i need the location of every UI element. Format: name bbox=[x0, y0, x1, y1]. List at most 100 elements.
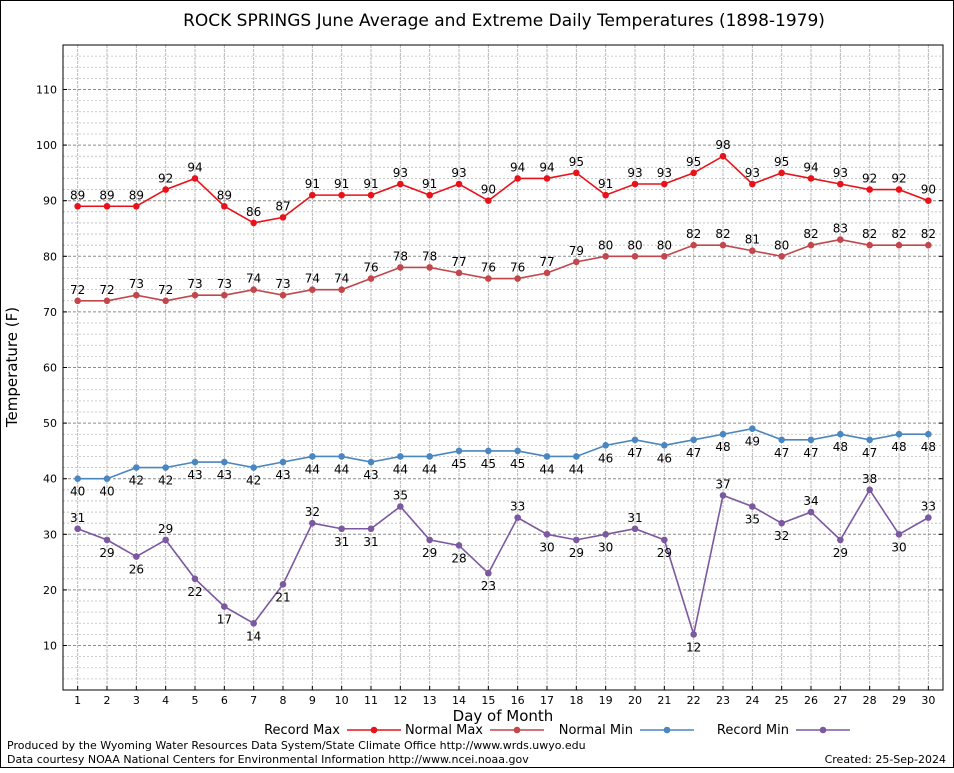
data-label: 43 bbox=[217, 468, 232, 482]
data-label: 29 bbox=[657, 546, 672, 560]
data-label: 46 bbox=[657, 451, 672, 465]
data-point bbox=[778, 519, 785, 527]
data-label: 35 bbox=[393, 489, 408, 503]
data-label: 14 bbox=[246, 629, 261, 643]
data-label: 95 bbox=[686, 155, 701, 169]
data-label: 93 bbox=[745, 166, 760, 180]
data-label: 31 bbox=[627, 511, 642, 525]
x-tick-label: 13 bbox=[423, 694, 437, 707]
data-point bbox=[602, 191, 609, 199]
x-tick-label: 6 bbox=[221, 694, 228, 707]
legend: Record Max Normal Max Normal Min Record Min bbox=[264, 723, 850, 738]
data-label: 43 bbox=[275, 468, 290, 482]
data-point bbox=[719, 152, 727, 160]
data-label: 73 bbox=[129, 277, 144, 291]
data-point bbox=[103, 202, 111, 210]
data-label: 81 bbox=[745, 233, 760, 247]
data-point bbox=[250, 464, 257, 471]
data-point bbox=[309, 286, 316, 293]
data-point bbox=[778, 436, 785, 444]
data-point bbox=[837, 180, 844, 188]
y-axis-ticks: 10 20 30 40 50 60 70 80 90 100 110 bbox=[36, 83, 943, 653]
data-point bbox=[837, 536, 844, 544]
data-label: 47 bbox=[803, 446, 818, 460]
data-label: 90 bbox=[921, 183, 936, 197]
data-point bbox=[543, 269, 551, 277]
series-record-min: 31 29 26 29 22 17 14 21 32 31 31 35 29 28 23 33 30 29 30 31… bbox=[70, 472, 936, 655]
data-label: 82 bbox=[921, 227, 936, 241]
x-tick-label: 29 bbox=[892, 694, 906, 707]
data-label: 44 bbox=[305, 462, 320, 476]
data-point bbox=[338, 453, 345, 460]
data-point bbox=[543, 453, 551, 460]
y-tick-label: 90 bbox=[43, 195, 57, 208]
data-point bbox=[279, 458, 287, 466]
data-label: 80 bbox=[657, 238, 672, 252]
data-label: 76 bbox=[363, 261, 378, 275]
data-point bbox=[133, 553, 140, 560]
data-label: 44 bbox=[334, 462, 349, 476]
data-label: 32 bbox=[774, 529, 789, 543]
data-label: 47 bbox=[862, 446, 877, 460]
series-line bbox=[77, 155, 929, 224]
data-point bbox=[661, 442, 668, 449]
data-point bbox=[925, 241, 932, 249]
data-label: 32 bbox=[305, 505, 320, 519]
data-label: 43 bbox=[363, 468, 378, 482]
data-label: 94 bbox=[539, 160, 554, 174]
x-tick-label: 25 bbox=[775, 694, 789, 707]
data-point bbox=[426, 453, 433, 460]
data-point bbox=[631, 180, 639, 188]
data-label: 94 bbox=[510, 160, 525, 174]
data-point bbox=[514, 175, 521, 182]
data-label: 93 bbox=[451, 166, 466, 180]
data-point bbox=[895, 186, 903, 193]
x-tick-label: 27 bbox=[833, 694, 847, 707]
x-tick-label: 9 bbox=[309, 694, 316, 707]
data-point bbox=[455, 180, 463, 188]
data-label: 29 bbox=[158, 522, 173, 536]
data-label: 42 bbox=[158, 474, 173, 488]
x-tick-label: 16 bbox=[511, 694, 525, 707]
data-label: 72 bbox=[158, 283, 173, 297]
legend-label: Normal Max bbox=[405, 723, 483, 738]
x-tick-label: 1 bbox=[74, 694, 81, 707]
data-label: 37 bbox=[715, 477, 730, 491]
data-label: 44 bbox=[569, 462, 584, 476]
data-label: 92 bbox=[862, 172, 877, 186]
series-layer: 89 89 89 92 94 89 86 87 91 91 91 93 91 93 90 94 94 95 91 93… bbox=[70, 138, 936, 654]
data-point bbox=[397, 180, 404, 188]
data-point bbox=[807, 436, 815, 444]
data-point bbox=[338, 286, 345, 293]
footer-credit-line-2: Data courtesy NOAA National Centers for … bbox=[7, 753, 529, 766]
data-point bbox=[279, 214, 287, 221]
data-point bbox=[719, 492, 727, 499]
data-point bbox=[191, 575, 199, 583]
data-point bbox=[221, 603, 228, 610]
y-tick-label: 70 bbox=[43, 306, 57, 319]
data-label: 23 bbox=[481, 579, 496, 593]
x-tick-label: 26 bbox=[804, 694, 818, 707]
data-label: 42 bbox=[129, 474, 144, 488]
data-label: 73 bbox=[275, 277, 290, 291]
data-point bbox=[514, 514, 521, 521]
data-label: 73 bbox=[187, 277, 202, 291]
data-label: 29 bbox=[422, 546, 437, 560]
data-point bbox=[74, 525, 81, 533]
x-tick-label: 28 bbox=[863, 694, 877, 707]
data-label: 44 bbox=[539, 462, 554, 476]
data-label: 89 bbox=[99, 188, 114, 202]
data-label: 91 bbox=[363, 177, 378, 191]
y-tick-label: 40 bbox=[43, 473, 57, 486]
data-point bbox=[485, 447, 492, 455]
data-point bbox=[397, 503, 404, 510]
x-tick-label: 20 bbox=[628, 694, 642, 707]
data-label: 92 bbox=[158, 172, 173, 186]
data-point bbox=[250, 619, 257, 627]
data-point bbox=[573, 536, 580, 544]
data-point bbox=[397, 264, 404, 271]
data-label: 47 bbox=[627, 446, 642, 460]
data-point bbox=[221, 202, 228, 210]
data-point bbox=[279, 291, 287, 299]
